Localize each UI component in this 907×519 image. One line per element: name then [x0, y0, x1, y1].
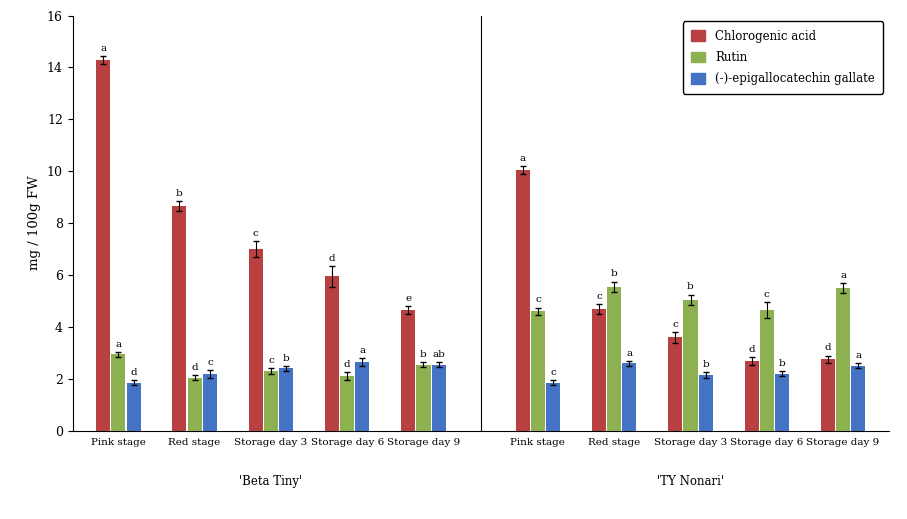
Bar	[416, 364, 431, 431]
Text: a: a	[855, 351, 862, 360]
Text: d: d	[344, 360, 350, 370]
Bar	[401, 310, 415, 431]
Text: a: a	[100, 44, 106, 53]
Text: e: e	[405, 294, 411, 303]
Text: a: a	[840, 271, 846, 280]
Text: ab: ab	[433, 350, 445, 359]
Text: c: c	[672, 320, 678, 329]
Bar	[127, 383, 141, 431]
Text: c: c	[268, 357, 274, 365]
Bar	[531, 311, 545, 431]
Text: c: c	[207, 358, 213, 366]
Bar	[668, 337, 682, 431]
Text: a: a	[359, 346, 366, 355]
Bar	[172, 207, 186, 431]
Text: c: c	[551, 368, 556, 377]
Bar	[836, 288, 850, 431]
Text: c: c	[253, 229, 258, 238]
Text: c: c	[535, 295, 541, 304]
Bar	[622, 363, 637, 431]
Bar	[684, 300, 697, 431]
Bar	[188, 378, 201, 431]
Text: 'Beta Tiny': 'Beta Tiny'	[239, 475, 302, 488]
Text: d: d	[748, 345, 755, 354]
Bar	[264, 371, 278, 431]
Bar	[760, 310, 774, 431]
Text: b: b	[702, 360, 709, 370]
Bar	[340, 376, 355, 431]
Bar	[775, 374, 789, 431]
Text: d: d	[191, 363, 198, 372]
Bar	[203, 374, 217, 431]
Bar	[546, 383, 561, 431]
Text: b: b	[779, 359, 785, 368]
Bar	[96, 60, 110, 431]
Bar	[821, 359, 834, 431]
Legend: Chlorogenic acid, Rutin, (-)-epigallocatechin gallate: Chlorogenic acid, Rutin, (-)-epigallocat…	[683, 21, 883, 93]
Y-axis label: mg / 100g FW: mg / 100g FW	[28, 176, 42, 270]
Text: b: b	[283, 354, 289, 363]
Text: a: a	[627, 349, 632, 358]
Bar	[432, 364, 445, 431]
Bar	[279, 368, 293, 431]
Text: d: d	[131, 368, 137, 377]
Text: d: d	[824, 344, 831, 352]
Text: b: b	[176, 189, 182, 198]
Bar	[852, 366, 865, 431]
Bar	[325, 276, 339, 431]
Text: b: b	[688, 282, 694, 292]
Text: d: d	[328, 254, 336, 263]
Text: a: a	[520, 154, 526, 163]
Bar	[249, 249, 263, 431]
Text: b: b	[420, 350, 427, 359]
Text: c: c	[764, 290, 770, 299]
Bar	[112, 354, 125, 431]
Text: b: b	[610, 269, 618, 278]
Text: c: c	[596, 292, 602, 301]
Text: 'TY Nonari': 'TY Nonari'	[657, 475, 724, 488]
Bar	[698, 375, 713, 431]
Bar	[356, 362, 369, 431]
Bar	[745, 361, 758, 431]
Text: a: a	[115, 339, 122, 349]
Bar	[607, 286, 621, 431]
Bar	[516, 170, 530, 431]
Bar	[592, 309, 606, 431]
